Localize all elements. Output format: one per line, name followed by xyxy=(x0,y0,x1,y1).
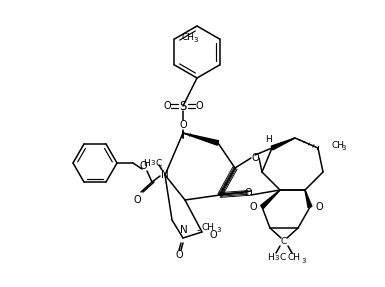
Polygon shape xyxy=(261,190,280,208)
Text: H: H xyxy=(266,135,272,144)
Text: H: H xyxy=(144,158,151,168)
Text: O: O xyxy=(163,101,171,111)
Text: -: - xyxy=(196,225,200,235)
Text: O: O xyxy=(249,202,257,212)
Text: O: O xyxy=(209,230,217,240)
Text: N: N xyxy=(180,225,188,235)
Text: O: O xyxy=(251,153,259,163)
Text: O: O xyxy=(195,101,203,111)
Text: CH: CH xyxy=(201,222,214,232)
Text: C: C xyxy=(281,238,287,247)
Text: 3: 3 xyxy=(341,145,345,151)
Text: 3: 3 xyxy=(217,227,221,233)
Text: O: O xyxy=(179,120,187,130)
Text: C: C xyxy=(280,253,286,263)
Text: 3: 3 xyxy=(302,258,306,264)
Text: 3: 3 xyxy=(151,160,155,166)
Text: CH: CH xyxy=(182,32,195,42)
Text: O: O xyxy=(244,188,252,198)
Text: N: N xyxy=(161,170,169,180)
Polygon shape xyxy=(183,133,219,145)
Polygon shape xyxy=(271,138,295,150)
Polygon shape xyxy=(305,190,312,208)
Text: CH: CH xyxy=(332,141,345,150)
Text: O: O xyxy=(315,202,323,212)
Text: 3: 3 xyxy=(193,37,198,43)
Text: H: H xyxy=(267,253,273,263)
Text: C: C xyxy=(156,158,162,168)
Text: CH: CH xyxy=(288,253,301,263)
Text: O: O xyxy=(133,195,141,205)
Text: O: O xyxy=(139,161,147,171)
Text: O: O xyxy=(175,250,183,260)
Text: 3: 3 xyxy=(275,255,279,261)
Text: S: S xyxy=(179,100,187,113)
